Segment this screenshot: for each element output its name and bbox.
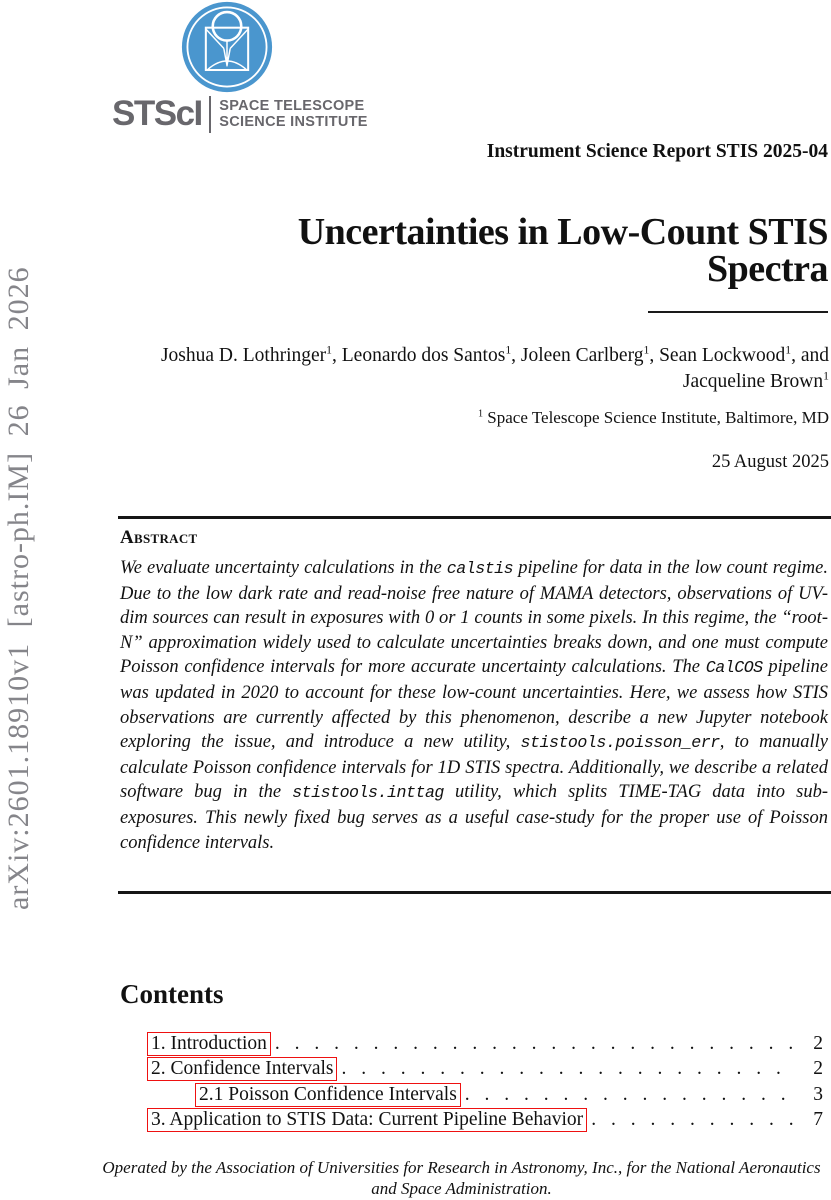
toc-dot-leader: [275, 1033, 797, 1055]
affiliation: 1 Space Telescope Science Institute, Bal…: [477, 408, 829, 427]
footer-note: Operated by the Association of Universit…: [102, 1158, 821, 1198]
logo-divider: [208, 95, 212, 133]
stsci-logo: STScI SPACE TELESCOPE SCIENCE INSTITUTE: [112, 94, 368, 134]
logo-org-line1: SPACE TELESCOPE: [219, 97, 365, 114]
abstract-top-rule: [118, 516, 831, 519]
paper-title-line1: Uncertainties in Low-Count STIS: [297, 211, 829, 253]
toc-list: 1. Introduction22. Confidence Intervals2…: [147, 1032, 823, 1134]
publication-date: 25 August 2025: [711, 452, 829, 472]
paper-title-line2: Spectra: [706, 248, 829, 290]
report-number: Instrument Science Report STIS 2025-04: [486, 141, 828, 162]
abstract-heading: Abstract: [120, 527, 198, 548]
toc-link[interactable]: 2. Confidence Intervals: [147, 1057, 338, 1082]
toc-link[interactable]: 1. Introduction: [147, 1032, 271, 1056]
toc-dot-leader: [465, 1084, 797, 1106]
toc-dot-leader: [341, 1058, 797, 1080]
toc-page-number: 3: [813, 1083, 823, 1105]
toc-page-number: 2: [813, 1033, 823, 1054]
contents-heading: Contents: [120, 979, 224, 1009]
abstract-bottom-rule: [118, 891, 831, 894]
toc-link[interactable]: 2.1 Poisson Confidence Intervals: [195, 1082, 461, 1107]
logo-org-name: SPACE TELESCOPE SCIENCE INSTITUTE: [219, 98, 368, 131]
stsci-wordmark: STScI: [112, 94, 203, 133]
author-list: Joshua D. Lothringer1, Leonardo dos Sant…: [160, 343, 829, 392]
toc-row: 2. Confidence Intervals 2: [147, 1057, 823, 1082]
toc-row: 2.1 Poisson Confidence Intervals 3: [147, 1082, 823, 1108]
toc-link[interactable]: 3. Application to STIS Data: Current Pip…: [147, 1108, 588, 1133]
toc-page-number: 2: [813, 1058, 823, 1080]
abstract-text: We evaluate uncertainty calculations in …: [120, 558, 829, 853]
toc-dot-leader: [591, 1109, 797, 1131]
paper-title: Uncertainties in Low-Count STIS Spectra: [120, 211, 829, 290]
toc-row: 3. Application to STIS Data: Current Pip…: [147, 1108, 823, 1133]
arxiv-watermark: arXiv:2601.18910v1 [astro-ph.IM] 26 Jan …: [2, 266, 35, 910]
toc-page-number: 7: [813, 1109, 823, 1131]
telescope-logo-icon: [181, 1, 273, 93]
toc-row: 1. Introduction 2: [147, 1032, 823, 1057]
title-rule: [648, 311, 828, 313]
logo-org-line2: SCIENCE INSTITUTE: [219, 114, 368, 130]
